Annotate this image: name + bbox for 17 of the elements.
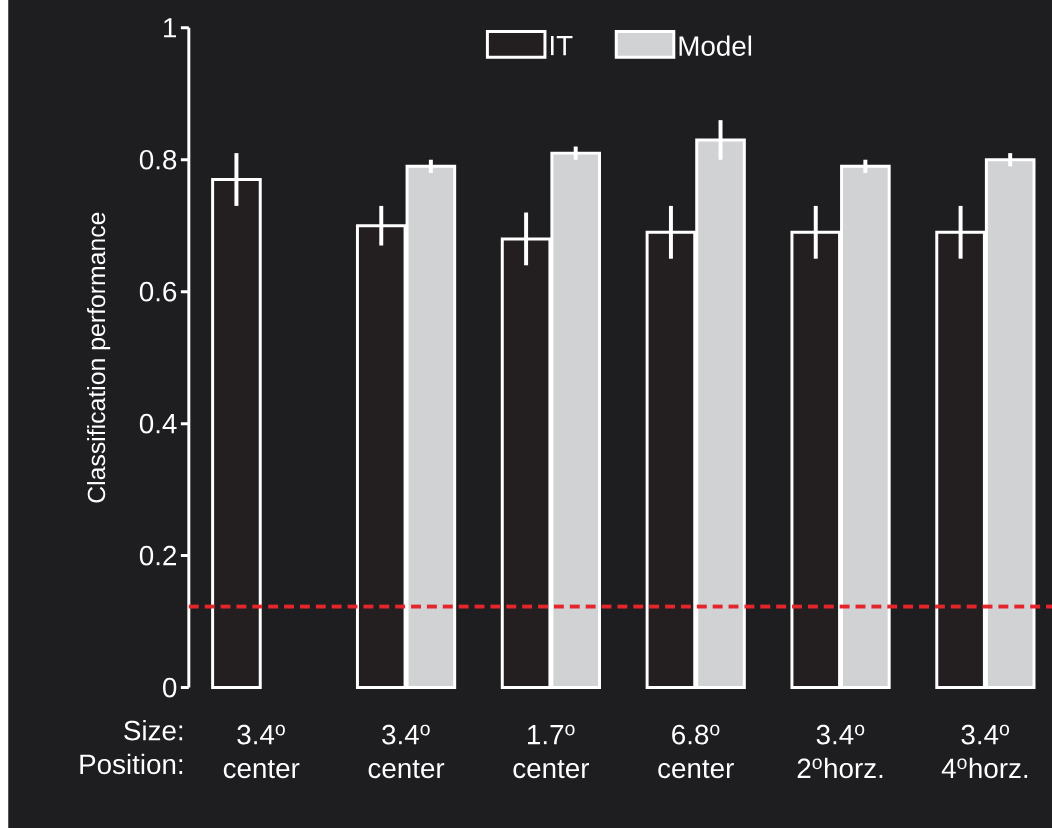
y-axis-title: Classification performance — [87, 212, 111, 503]
y-tick-label: 0.6 — [139, 281, 177, 302]
legend-label: IT — [550, 35, 573, 55]
category-label: 1.7$^{o}$ center — [513, 724, 590, 778]
category-label: 6.8$^{o}$ center — [658, 724, 734, 778]
category-label: 3.4$^{o}$ center — [223, 724, 300, 778]
y-tick-label: 0 — [163, 677, 177, 698]
category-label: 3.4$^{o}$ center — [368, 724, 445, 778]
y-tick-label: 1 — [164, 17, 177, 38]
category-label: 3.4$^{o}$ 4$^{o}$horz. — [941, 724, 1028, 778]
y-tick-label: 0.2 — [139, 545, 176, 566]
text: Size: — [124, 719, 183, 741]
text: Position: — [80, 753, 183, 774]
y-tick-label: 0.4 — [139, 413, 177, 434]
legend-label: Model — [679, 35, 752, 56]
category-label: 3.4$^{o}$ 2$^{o}$horz. — [797, 724, 883, 778]
y-tick-label: 0.8 — [139, 149, 177, 170]
